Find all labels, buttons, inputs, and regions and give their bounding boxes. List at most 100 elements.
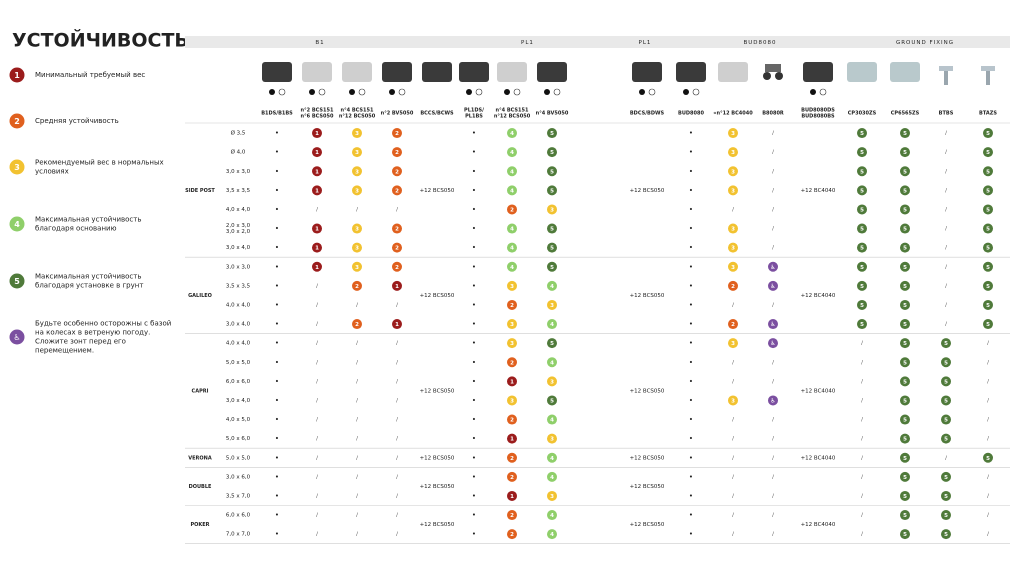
rating-number: 3 [355,188,359,194]
product-icon [981,66,995,71]
rating-badge [312,128,322,139]
rating-number: 5 [903,379,907,385]
cell-text: / [772,360,774,366]
product-icon [459,62,489,82]
legend-text: Минимальный требуемый вес [35,71,145,79]
cell-text: / [945,245,947,251]
rating-number: 3 [731,169,735,175]
column-header: n°4 BCS151 [496,108,529,114]
cell-text: / [396,436,398,442]
rating-badge [507,185,517,196]
rating-number: 3 [731,398,735,404]
cell-text: / [316,283,318,289]
size-label: 6,0 x 6,0 [226,379,251,385]
rating-badge [728,223,738,234]
rating-number: 5 [860,150,864,156]
rating-badge [941,471,951,482]
rating-badge [507,223,517,234]
rating-badge [728,242,738,253]
cell-text: • [472,263,476,271]
cell-text: • [275,435,279,443]
rating-number: 5 [903,265,907,271]
rating-number: 2 [395,227,399,233]
rating-badge [547,185,557,196]
rating-number: 5 [986,169,990,175]
color-dot [466,89,472,95]
column-header: BUD8080 [678,111,704,117]
cell-text: • [275,358,279,366]
rating-number: 3 [355,227,359,233]
rating-badge [728,166,738,177]
cell-text: / [732,417,734,423]
cell-text: • [689,282,693,290]
cell-text: • [689,530,693,538]
column-header: CP3030ZS [848,111,877,117]
rating-number: 2 [731,322,735,328]
color-dot [318,88,326,96]
rating-badge [9,273,25,289]
rating-badge [9,216,25,232]
cell-text: / [356,341,358,347]
column-header: n°4 BCS151 [341,108,374,114]
column-header: n°2 BV5050 [381,111,414,117]
rating-badge [507,242,517,253]
rating-badge [547,147,557,158]
rating-number: 5 [860,265,864,271]
title: УСТОЙЧИВОСТЬ [12,29,189,52]
rating-number: 4 [510,227,514,233]
rating-badge [941,490,951,501]
rating-number: 3 [550,437,554,443]
cell-text: / [861,436,863,442]
rating-badge [857,204,867,215]
rating-badge [392,185,402,196]
rating-badge [392,261,402,272]
rating-number: 5 [903,303,907,309]
cell-text: / [945,131,947,137]
rating-number: 1 [315,169,319,175]
rating-badge [941,433,951,444]
cell-text: • [275,129,279,137]
cell-text: / [945,188,947,194]
size-label: 2,0 x 3,0 [226,223,251,229]
rating-number: ♿ [770,283,775,290]
rating-badge [900,185,910,196]
merged-cell: +12 BC4040 [801,388,836,394]
rating-number: 5 [550,246,554,252]
size-label: 3,0 x 2,0 [226,229,251,235]
rating-number: 5 [550,265,554,271]
rating-badge [507,261,517,272]
rating-badge [941,338,951,349]
cell-text: • [472,167,476,175]
rating-number: 2 [395,265,399,271]
cell-text: / [861,493,863,499]
rating-number: 5 [550,150,554,156]
rating-number: 2 [395,150,399,156]
cell-text: • [689,225,693,233]
size-label: 3,5 x 3,5 [226,188,251,194]
cell-text: / [772,226,774,232]
cell-text: / [987,493,989,499]
rating-badge [352,319,362,330]
rating-number: 5 [944,475,948,481]
rating-badge [941,510,951,521]
cell-text: / [861,455,863,461]
rating-badge [983,299,993,310]
rating-number: 3 [550,207,554,213]
cell-text: / [316,474,318,480]
rating-number: 3 [731,131,735,137]
cell-text: / [396,455,398,461]
cell-text: / [316,398,318,404]
rating-badge [392,319,402,330]
cell-text: • [275,377,279,385]
rating-badge [728,128,738,139]
cell-text: / [772,150,774,156]
rating-number: 5 [986,284,990,290]
rating-badge [768,280,778,291]
cell-text: • [472,186,476,194]
rating-number: 5 [986,456,990,462]
rating-number: 5 [986,303,990,309]
rating-badge [983,452,993,463]
cell-text: / [987,417,989,423]
rating-badge [507,147,517,158]
band-label: B1 [315,40,324,46]
